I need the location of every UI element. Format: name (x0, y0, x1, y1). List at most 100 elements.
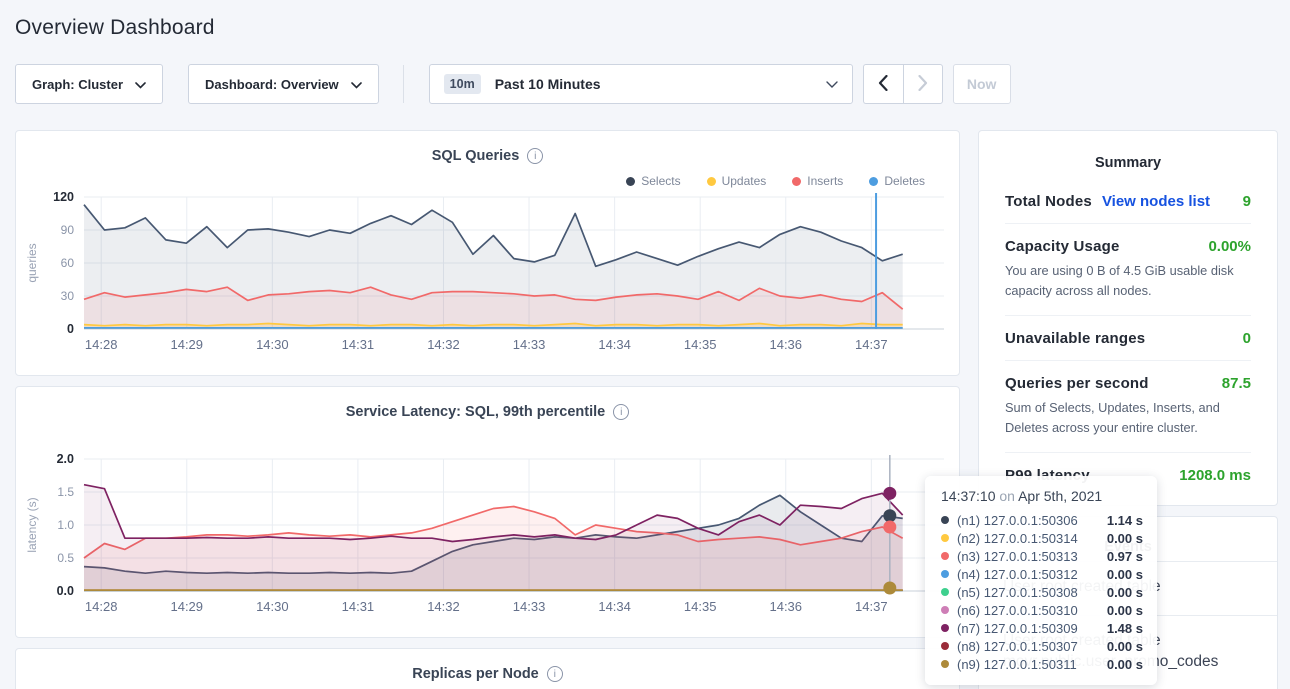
info-icon[interactable]: i (527, 148, 544, 164)
svg-text:14:37: 14:37 (855, 337, 888, 352)
total-nodes-label: Total Nodes (1005, 193, 1092, 210)
svg-text:14:32: 14:32 (427, 599, 460, 614)
tooltip-timestamp: 14:37:10 on Apr 5th, 2021 (941, 488, 1103, 504)
svg-text:14:36: 14:36 (769, 599, 802, 614)
graph-dropdown[interactable]: Graph: Cluster (15, 64, 164, 104)
svg-text:14:34: 14:34 (598, 337, 631, 352)
series-n7-line (83, 483, 904, 543)
legend-label: Deletes (884, 174, 925, 188)
series-Selects-line (83, 204, 903, 268)
legend-label: Updates (721, 174, 767, 188)
svg-text:0.5: 0.5 (57, 551, 74, 565)
series-Updates-line (83, 322, 903, 327)
legend-dot (869, 176, 879, 186)
time-range-picker[interactable]: 10m Past 10 Minutes (428, 64, 853, 104)
info-icon[interactable]: i (613, 404, 630, 420)
chart-tooltip: 14:37:10 on Apr 5th, 2021 (n1) 127.0.0.1… (925, 476, 1157, 685)
tooltip-row: (n1) 127.0.0.1:50306 1.14 s (941, 511, 1143, 529)
qps-label: Queries per second (1005, 374, 1149, 392)
series-dot (941, 516, 949, 524)
summary-row-unavailable: Unavailable ranges 0 (1005, 316, 1251, 361)
chevron-right-icon (918, 74, 928, 94)
graph-dropdown-label: Graph: Cluster (32, 76, 124, 92)
tooltip-row: (n7) 127.0.0.1:50309 1.48 s (941, 619, 1143, 637)
time-next-button[interactable] (902, 64, 943, 104)
svg-text:14:32: 14:32 (427, 337, 460, 352)
hover-dot (883, 509, 897, 523)
replicas-card: Replicas per Node i (15, 648, 960, 689)
svg-text:14:29: 14:29 (170, 599, 203, 614)
summary-row-total-nodes: Total Nodes View nodes list 9 (1005, 179, 1251, 224)
latency-chart[interactable]: 0.0 0.5 1.0 1.5 2.0 14:28 14:29 14:30 14:31 14:32… (22, 451, 952, 629)
svg-text:14:30: 14:30 (256, 337, 289, 352)
summary-row-capacity: Capacity Usage 0.00% You are using 0 B o… (1005, 224, 1251, 316)
svg-text:60: 60 (61, 256, 75, 270)
total-nodes-value: 9 (1242, 193, 1251, 210)
qps-desc: Sum of Selects, Updates, Inserts, and De… (1005, 399, 1220, 436)
dashboard-dropdown-label: Dashboard: Overview (205, 76, 339, 92)
legend-item[interactable]: Deletes (869, 173, 925, 189)
svg-text:14:31: 14:31 (342, 337, 375, 352)
info-icon[interactable]: i (546, 666, 563, 682)
dashboard-controls: Graph: Cluster Dashboard: Overview 10m P… (15, 64, 1275, 104)
svg-text:30: 30 (61, 289, 75, 303)
svg-text:14:33: 14:33 (513, 337, 546, 352)
replicas-chart-title: Replicas per Node (412, 666, 539, 682)
svg-text:14:30: 14:30 (256, 599, 289, 614)
tooltip-row: (n6) 127.0.0.1:50310 0.00 s (941, 601, 1143, 619)
svg-text:14:35: 14:35 (684, 599, 717, 614)
svg-text:14:28: 14:28 (85, 599, 118, 614)
qps-value: 87.5 (1221, 374, 1251, 392)
sql-queries-chart[interactable]: 0 30 60 90 120 14:28 14:29 14:30 14:31 14:32 14:33… (22, 189, 952, 367)
series-dot (941, 570, 949, 578)
svg-text:1.5: 1.5 (57, 485, 74, 499)
view-nodes-list-link[interactable]: View nodes list (1101, 193, 1211, 210)
time-now-button[interactable]: Now (952, 64, 1011, 104)
hover-dot (883, 581, 897, 595)
series-dot (941, 588, 949, 596)
capacity-usage-value: 0.00% (1208, 238, 1251, 255)
tooltip-row: (n8) 127.0.0.1:50307 0.00 s (941, 637, 1143, 655)
dashboard-dropdown[interactable]: Dashboard: Overview (188, 64, 379, 104)
svg-text:queries: queries (25, 243, 39, 282)
latency-chart-title: Service Latency: SQL, 99th percentile (345, 404, 606, 420)
chevron-down-icon (825, 75, 838, 93)
series-dot (941, 642, 949, 650)
hover-dot (883, 486, 897, 500)
svg-text:14:31: 14:31 (342, 599, 375, 614)
controls-divider (402, 65, 404, 103)
svg-text:90: 90 (61, 223, 75, 237)
legend-item[interactable]: Inserts (792, 173, 843, 189)
series-dot (941, 624, 949, 632)
chevron-down-icon (135, 77, 146, 92)
time-prev-button[interactable] (862, 64, 903, 104)
svg-text:120: 120 (53, 190, 74, 204)
unavailable-ranges-label: Unavailable ranges (1005, 329, 1146, 347)
sql-queries-legend: Selects Updates Inserts Deletes (22, 167, 953, 189)
tooltip-row: (n2) 127.0.0.1:50314 0.00 s (941, 529, 1143, 547)
sql-queries-card: SQL Queries i Selects Updates Inserts De… (15, 130, 960, 376)
series-dot (941, 606, 949, 614)
summary-row-qps: Queries per second 87.5 Sum of Selects, … (1005, 361, 1251, 453)
svg-text:0: 0 (67, 322, 74, 336)
hover-dot (883, 520, 897, 534)
svg-text:latency (s): latency (s) (25, 497, 39, 552)
tooltip-row: (n4) 127.0.0.1:50312 0.00 s (941, 565, 1143, 583)
legend-item[interactable]: Updates (706, 173, 767, 189)
svg-text:14:29: 14:29 (170, 337, 203, 352)
page-title: Overview Dashboard (15, 16, 215, 39)
svg-text:14:33: 14:33 (513, 599, 546, 614)
summary-panel: Summary Total Nodes View nodes list 9 Ca… (978, 130, 1278, 506)
svg-text:0.0: 0.0 (57, 584, 74, 598)
svg-text:14:35: 14:35 (684, 337, 717, 352)
capacity-usage-label: Capacity Usage (1005, 238, 1120, 255)
svg-text:1.0: 1.0 (57, 518, 74, 532)
svg-text:14:28: 14:28 (85, 337, 118, 352)
legend-item[interactable]: Selects (626, 173, 681, 189)
time-range-label: Past 10 Minutes (494, 76, 601, 92)
p99-latency-value: 1208.0 ms (1179, 466, 1251, 484)
svg-text:14:37: 14:37 (855, 599, 888, 614)
time-pager (862, 64, 943, 104)
unavailable-ranges-value: 0 (1242, 329, 1251, 347)
